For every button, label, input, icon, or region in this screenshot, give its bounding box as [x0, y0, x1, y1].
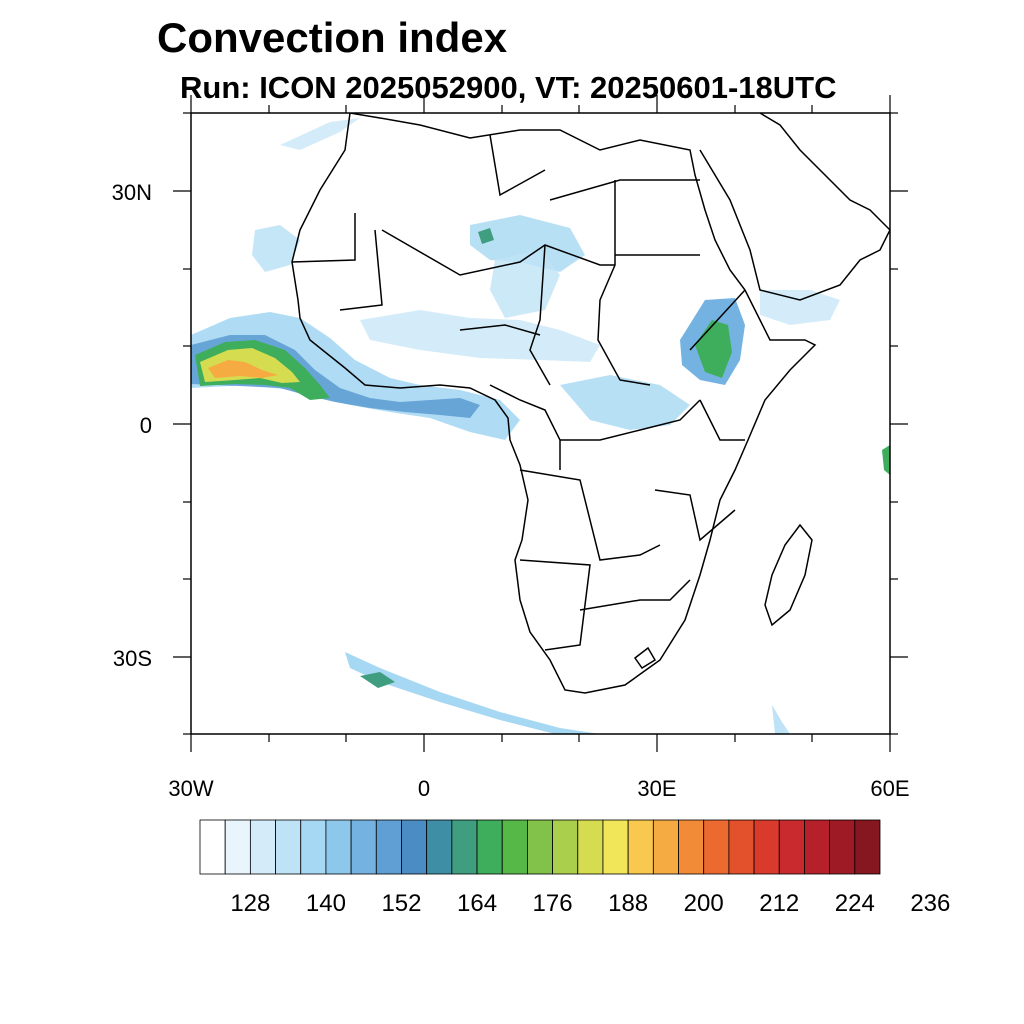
colorbar-box: [426, 819, 453, 875]
border: [489, 384, 561, 470]
colorbar-box: [249, 819, 276, 875]
border: [654, 489, 736, 542]
colorbar-box: [728, 819, 755, 875]
congo-patch: [560, 375, 690, 430]
border: [560, 399, 701, 441]
africa-coast: [291, 113, 817, 694]
colorbar-box: [602, 819, 629, 875]
border: [597, 180, 651, 386]
colorbar-box: [199, 819, 226, 875]
borders: [291, 134, 746, 670]
colorbar-box: [552, 819, 579, 875]
border: [339, 229, 383, 311]
border: [489, 134, 546, 197]
chart-subtitle: Run: ICON 2025052900, VT: 20250601-18UTC: [180, 70, 837, 105]
colorbar-box: [652, 819, 679, 875]
colorbar-box: [224, 819, 251, 875]
sahara-band: [470, 215, 585, 272]
convection-field: [191, 118, 890, 734]
border: [519, 469, 661, 561]
lesotho: [633, 646, 657, 670]
nw-streak: [280, 118, 360, 150]
west-africa-patch: [252, 225, 300, 272]
colorbar-box: [350, 819, 377, 875]
colorbar: [199, 819, 881, 875]
lon-label-30e: 30E: [637, 776, 677, 801]
se-streak: [772, 705, 790, 734]
colorbar-box: [678, 819, 705, 875]
lat-ticks: [173, 112, 908, 735]
sahel-patch: [360, 310, 600, 362]
lat-label-0: 0: [139, 413, 152, 438]
colorbar-tick-label: 128: [230, 890, 271, 917]
colorbar-box: [300, 819, 327, 875]
colorbar-box: [577, 819, 604, 875]
colorbar-box: [627, 819, 654, 875]
lat-label-30s: 30S: [112, 646, 152, 671]
border: [381, 229, 615, 276]
border: [519, 559, 591, 651]
lon-label-0: 0: [417, 776, 431, 801]
map-frame: [190, 112, 891, 735]
colorbar-box: [804, 819, 831, 875]
chad-patch: [490, 250, 560, 318]
colorbar-tick-label: 164: [457, 890, 498, 917]
colorbar-tick-label: 152: [381, 890, 422, 917]
colorbar-box: [401, 819, 428, 875]
chart-title: Convection index: [157, 14, 508, 61]
colorbar-tick-label: 176: [532, 890, 573, 917]
colorbar-box: [375, 819, 402, 875]
colorbar-tick-label: 188: [608, 890, 649, 917]
arabia-patch: [760, 290, 840, 325]
colorbar-box: [476, 819, 503, 875]
colorbar-box: [778, 819, 805, 875]
east-edge-patch: [882, 445, 890, 475]
border: [549, 179, 700, 201]
south-streak-green: [360, 672, 395, 688]
colorbar-box: [451, 819, 478, 875]
colorbar-box: [325, 819, 352, 875]
lon-label-30w: 30W: [168, 776, 214, 801]
colorbar-box: [829, 819, 856, 875]
colorbar-box: [703, 819, 730, 875]
lon-label-60e: 60E: [870, 776, 910, 801]
colorbar-tick-label: 236: [910, 890, 951, 917]
colorbar-box: [275, 819, 302, 875]
colorbar-box: [527, 819, 553, 875]
border: [579, 579, 691, 611]
colorbar-tick-label: 200: [683, 890, 724, 917]
border: [459, 324, 541, 336]
colorbar-tick-label: 224: [834, 890, 875, 917]
colorbar-box: [501, 819, 528, 875]
colorbar-box: [753, 819, 780, 875]
colorbar-box: [854, 819, 881, 875]
madagascar: [764, 523, 813, 627]
border: [291, 213, 356, 263]
atlantic-plume-orange: [208, 360, 278, 378]
south-streak: [345, 652, 600, 734]
lat-label-30n: 30N: [111, 180, 152, 205]
arabia-coast: [699, 113, 890, 301]
border: [699, 399, 745, 441]
sahara-band-green: [478, 228, 494, 244]
border: [689, 289, 746, 351]
border: [529, 244, 551, 386]
colorbar-tick-label: 140: [305, 890, 346, 917]
coastlines: [291, 113, 890, 694]
lon-ticks: [190, 95, 891, 752]
colorbar-tick-label: 212: [759, 890, 800, 917]
